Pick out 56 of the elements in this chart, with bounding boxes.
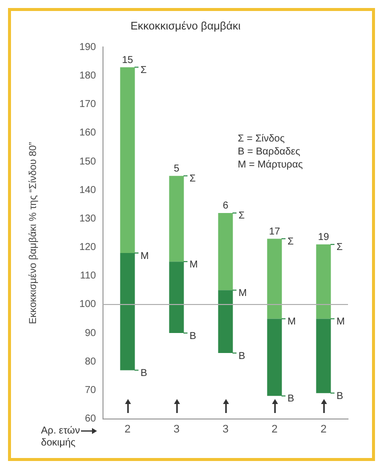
bar: [169, 262, 184, 334]
y-tick-label: 60: [84, 414, 96, 425]
annotation: Σ: [140, 64, 147, 76]
annotation: Μ: [190, 259, 198, 270]
x-tick-label: 2: [271, 423, 278, 436]
bar: [267, 318, 282, 396]
bar: [120, 253, 135, 370]
annotation: Μ: [288, 316, 296, 328]
annotation: 17: [268, 226, 280, 238]
y-tick-label: 100: [79, 299, 96, 310]
annotation: Μ = Μάρτυρας: [238, 159, 304, 170]
annotation: Σ = Σίνδος: [238, 133, 285, 144]
chart-title: Εκκοκκισμένο βαμβάκι: [130, 20, 242, 33]
annotation: 19: [318, 232, 330, 244]
annotation: 15: [122, 54, 134, 66]
annotation: Μ: [140, 250, 149, 262]
y-tick-label: 170: [79, 99, 96, 110]
annotation: Σ: [288, 236, 294, 248]
bar: [267, 238, 282, 319]
y-tick-label: 190: [79, 42, 96, 53]
annotation: Μ: [336, 316, 345, 328]
annotation: Β: [288, 394, 294, 405]
annotation: Β: [190, 330, 196, 342]
bar: [169, 176, 184, 262]
page-frame: Εκκοκκισμένο βαμβάκι % της “Σίνδου 80” Εκκοκκισμένο βαμβάκι 2 3 3 2 2 60 70 80 90 100 110 120 130 140 150 160 170 180 190 Σ = Σίνδος Β = Βαρδαδες Μ = Μάρτυρας 15 Σ Μ Β 5 Σ Μ Β 6 Σ Μ Β 17 Σ Μ Β 19 Σ Μ Β Αρ. ετών δοκιμής: [8, 8, 375, 461]
y-tick-label: 140: [79, 184, 96, 196]
annotation: Σ: [336, 242, 343, 254]
bar: [316, 318, 331, 394]
x-axis-title: Αρ. ετών δοκιμής: [41, 426, 80, 449]
annotation: 5: [174, 164, 180, 175]
y-tick-label: 160: [79, 128, 96, 139]
x-tick-label: 3: [222, 423, 229, 436]
y-tick-label: 90: [84, 328, 96, 339]
annotation: Β: [238, 350, 246, 362]
y-tick-label: 70: [84, 384, 96, 396]
annotation: Β = Βαρδαδες: [238, 146, 300, 158]
annotation: 6: [222, 200, 229, 212]
annotation: Σ: [190, 174, 196, 185]
y-tick-label: 150: [79, 156, 96, 168]
y-tick-label: 110: [80, 270, 96, 282]
y-tick-label: 80: [84, 356, 96, 368]
y-axis-title: Εκκοκκισμένο βαμβάκι % της “Σίνδου 80”: [28, 142, 39, 324]
bar: [120, 67, 135, 254]
annotation: Σ: [238, 210, 245, 222]
y-tick-label: 120: [79, 242, 96, 254]
annotation: Μ: [238, 288, 247, 299]
bar: [218, 212, 233, 290]
x-tick-label: 3: [173, 423, 180, 436]
y-tick-label: 130: [79, 213, 96, 224]
annotation: Β: [140, 368, 148, 379]
annotation: Β: [336, 390, 344, 402]
bar: [316, 244, 331, 319]
y-tick-label: 180: [79, 70, 96, 82]
bar: [218, 290, 233, 354]
x-tick-label: 2: [320, 423, 327, 436]
x-tick-label: 2: [124, 423, 131, 436]
